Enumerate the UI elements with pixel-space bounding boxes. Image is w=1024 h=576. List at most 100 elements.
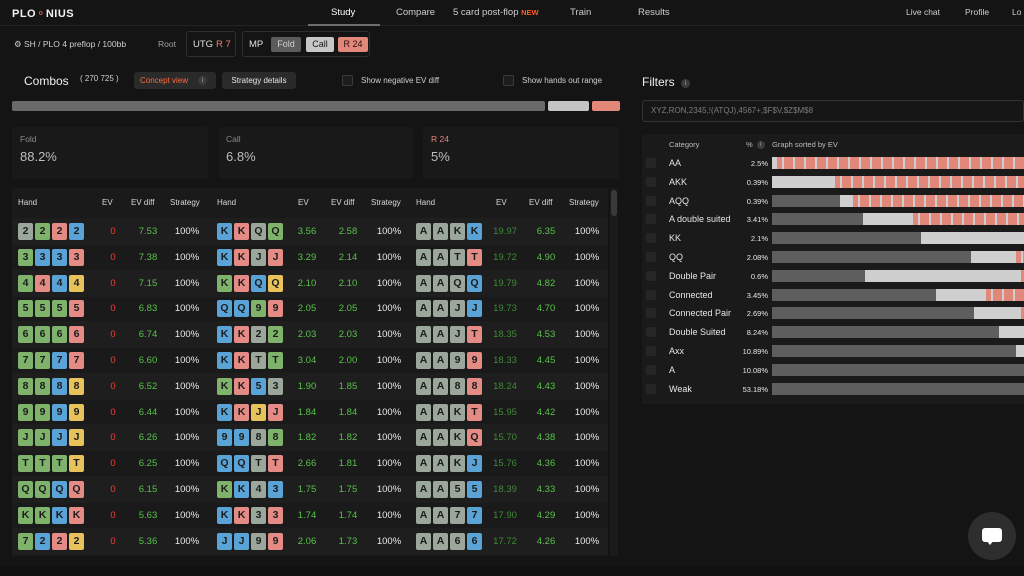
chat-button[interactable] [968, 512, 1016, 560]
nav-5card-postflop[interactable]: 5 card post-flop NEW [453, 7, 539, 18]
logo[interactable]: PLO⚬NIUS [12, 8, 75, 20]
col3-strategy-header[interactable]: Strategy [569, 198, 599, 207]
root-node[interactable]: Root [158, 39, 176, 49]
graph-call-segment [971, 251, 1017, 263]
game-path-label: SH / PLO 4 preflop / 100bb [24, 39, 127, 49]
table-row[interactable]: 8 8 8 8 0 6.52 100% K K 5 3 1.90 1.85 100% A A 8 8 18.24 4.… [12, 372, 608, 400]
table-scroll-thumb[interactable] [611, 190, 617, 216]
category-row[interactable]: Axx 10.89% [642, 342, 1024, 360]
filters-info-icon[interactable]: i [681, 78, 690, 89]
ev-value: 0 [110, 535, 116, 547]
ev-value: 0 [110, 484, 116, 495]
show-negative-checkbox[interactable] [342, 75, 353, 86]
table-row[interactable]: 2 2 2 2 0 7.53 100% K K Q Q 3.56 2.58 100% A A K K 19.97 6.… [12, 218, 608, 245]
category-checkbox[interactable] [646, 308, 656, 319]
category-checkbox[interactable] [646, 327, 656, 338]
nav-study[interactable]: Study [331, 7, 356, 18]
table-row[interactable]: 7 7 7 7 0 6.60 100% K K T T 3.04 2.00 100% A A 9 9 18.33 4.… [12, 347, 608, 374]
category-row[interactable]: Double Pair 0.6% [642, 267, 1024, 285]
ev-diff-value: 4.38 [536, 432, 556, 444]
nav-profile[interactable]: Profile [965, 7, 990, 17]
category-checkbox[interactable] [646, 289, 656, 300]
table-row[interactable]: 9 9 9 9 0 6.44 100% K K J J 1.84 1.84 100% A A K T 15.95 4.… [12, 399, 608, 426]
col1-hand-header[interactable]: Hand [18, 198, 38, 207]
category-row[interactable]: Connected 3.45% [642, 286, 1024, 304]
show-hands-out-checkbox[interactable] [503, 75, 514, 86]
category-row[interactable]: AA 2.5% [642, 154, 1024, 172]
category-checkbox[interactable] [646, 176, 656, 187]
game-path[interactable]: ⚙ SH / PLO 4 preflop / 100bb [14, 39, 126, 50]
category-row[interactable]: KK 2.1% [642, 229, 1024, 247]
table-row[interactable]: J J J J 0 6.26 100% 9 9 8 8 1.82 1.82 100% A A K Q 15.70 4.… [12, 424, 608, 452]
card: A [416, 300, 431, 318]
category-row[interactable]: A double suited 3.41% [642, 210, 1024, 228]
category-row[interactable]: AQQ 0.39% [642, 192, 1024, 210]
info-icon[interactable]: i [198, 76, 208, 86]
table-row[interactable]: T T T T 0 6.25 100% Q Q T T 2.66 1.81 100% A A K J 15.76 4.… [12, 450, 608, 477]
ev-diff-value: 6.15 [138, 484, 158, 495]
col2-hand-header[interactable]: Hand [217, 198, 237, 207]
category-row[interactable]: Weak 53.18% [642, 380, 1024, 398]
card: Q [450, 274, 465, 292]
ev-value: 0 [110, 458, 116, 470]
table-row[interactable]: 5 5 5 5 0 6.83 100% Q Q 9 9 2.05 2.05 100% A A J J 19.73 4.… [12, 295, 608, 322]
ev-diff-value: 6.26 [138, 432, 158, 444]
card: A [416, 481, 431, 498]
table-row[interactable]: K K K K 0 5.63 100% K K 3 3 1.74 1.74 100% A A 7 7 17.90 4.… [12, 502, 608, 529]
col3-ev-header[interactable]: EV [496, 198, 507, 207]
category-checkbox[interactable] [646, 270, 656, 281]
col1-strategy-header[interactable]: Strategy [170, 198, 200, 207]
col1-evdiff-header[interactable]: EV diff [131, 198, 155, 207]
category-checkbox[interactable] [646, 233, 656, 244]
card: J [268, 403, 283, 421]
utg-node[interactable]: UTG R 7 [186, 31, 236, 57]
fold-action-button[interactable]: Fold [271, 37, 301, 52]
col3-hand-header[interactable]: Hand [416, 198, 436, 207]
card: 9 [35, 403, 50, 421]
card: 2 [35, 532, 50, 550]
category-checkbox[interactable] [646, 252, 656, 262]
category-row[interactable]: Connected Pair 2.69% [642, 304, 1024, 322]
category-checkbox[interactable] [646, 158, 656, 168]
raise-action-button[interactable]: R 24 [338, 37, 368, 52]
strategy-value: 100% [174, 355, 200, 366]
call-summary-label: Call [226, 134, 241, 144]
category-row[interactable]: Double Suited 8.24% [642, 323, 1024, 341]
category-row[interactable]: QQ 2.08% [642, 248, 1024, 266]
settings-icon: ⚙ [14, 39, 22, 49]
graph-call-segment [1016, 345, 1024, 357]
category-checkbox[interactable] [646, 346, 656, 356]
category-checkbox[interactable] [646, 214, 656, 225]
table-row[interactable]: 4 4 4 4 0 7.15 100% K K Q Q 2.10 2.10 100% A A Q Q 19.79 4.… [12, 269, 608, 297]
table-row[interactable]: 7 2 2 2 0 5.36 100% J J 9 9 2.06 1.73 100% A A 6 6 17.72 4.… [12, 527, 608, 555]
card: 3 [268, 377, 283, 395]
nav-results[interactable]: Results [638, 7, 670, 18]
strategy-details-button[interactable]: Strategy details [222, 72, 296, 89]
table-scrollbar[interactable] [610, 188, 618, 556]
nav-train[interactable]: Train [570, 7, 592, 18]
nav-logout[interactable]: Lo [1012, 7, 1022, 17]
category-row[interactable]: A 10.08% [642, 361, 1024, 379]
category-checkbox[interactable] [646, 383, 656, 394]
col1-ev-header[interactable]: EV [102, 198, 113, 207]
percent-info-icon[interactable]: i [756, 141, 765, 150]
nav-live-chat[interactable]: Live chat [906, 7, 941, 17]
table-row[interactable]: 6 6 6 6 0 6.74 100% K K 2 2 2.03 2.03 100% A A J T 18.35 4.… [12, 321, 608, 349]
card: 8 [69, 377, 84, 395]
table-row[interactable]: 3 3 3 3 0 7.38 100% K K J J 3.29 2.14 100% A A T T 19.72 4.… [12, 244, 608, 271]
category-row[interactable]: AKK 0.39% [642, 173, 1024, 191]
category-checkbox[interactable] [646, 364, 656, 375]
col2-ev-header[interactable]: EV [298, 198, 309, 207]
concept-view-button[interactable]: Concept view i [134, 72, 216, 89]
col3-evdiff-header[interactable]: EV diff [529, 198, 553, 207]
col2-strategy-header[interactable]: Strategy [371, 198, 401, 207]
call-action-button[interactable]: Call [306, 37, 334, 52]
table-row[interactable]: Q Q Q Q 0 6.15 100% K K 4 3 1.75 1.75 100% A A 5 5 18.39 4.… [12, 476, 608, 503]
card: K [234, 223, 249, 240]
nav-compare[interactable]: Compare [396, 7, 436, 18]
col2-evdiff-header[interactable]: EV diff [331, 198, 355, 207]
category-checkbox[interactable] [646, 195, 656, 206]
card: 2 [52, 532, 67, 550]
filter-input[interactable]: XYZ,RON,2345,!(ATQJ),4567+,$F$V,$Z$M$8 [642, 100, 1024, 122]
